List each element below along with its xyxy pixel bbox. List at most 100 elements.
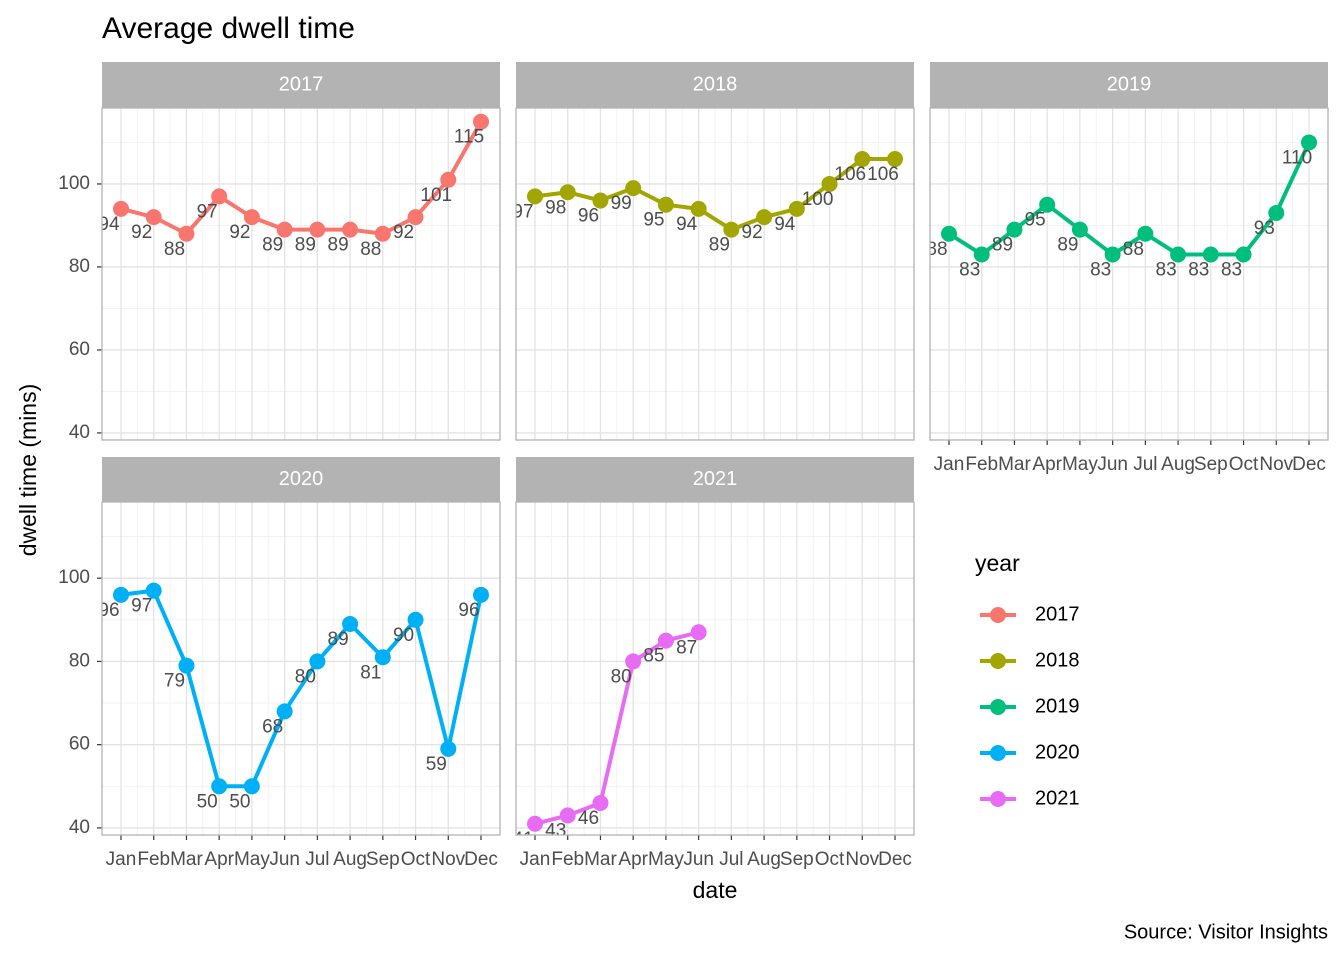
- point: [690, 200, 707, 217]
- legend-key-point: [990, 653, 1006, 669]
- y-tick-label: 40: [69, 817, 90, 838]
- point: [1006, 221, 1023, 238]
- data-label: 94: [774, 214, 796, 235]
- x-tick-label: Sep: [366, 849, 400, 870]
- data-label: 97: [512, 201, 533, 222]
- x-tick-label: Nov: [1259, 454, 1293, 475]
- point: [941, 225, 957, 242]
- data-label: 106: [867, 164, 899, 185]
- point: [821, 175, 838, 192]
- data-label: 94: [98, 214, 120, 235]
- data-label: 98: [545, 197, 566, 218]
- point: [1071, 221, 1088, 238]
- x-tick-label: Aug: [1161, 454, 1195, 475]
- point: [211, 778, 228, 795]
- point: [1202, 246, 1219, 263]
- x-tick-label: Jul: [1133, 454, 1157, 475]
- data-label: 100: [802, 189, 834, 210]
- data-label: 89: [709, 235, 730, 256]
- point: [342, 615, 359, 632]
- chart-title: Average dwell time: [102, 12, 355, 45]
- x-tick-label: Feb: [965, 454, 998, 475]
- point: [559, 807, 576, 824]
- y-tick-label: 40: [69, 422, 90, 443]
- legend-key-point: [990, 607, 1006, 623]
- series-line: [120, 588, 483, 789]
- x-tick-label: Apr: [618, 849, 648, 870]
- data-label: 99: [611, 193, 632, 214]
- x-tick-label: Oct: [815, 849, 845, 870]
- x-tick-label: May: [1062, 454, 1098, 475]
- y-tick-label: 80: [69, 650, 90, 671]
- data-label: 87: [676, 637, 697, 658]
- data-label: 83: [1221, 260, 1242, 281]
- data-label: 97: [197, 201, 218, 222]
- data-label: 96: [98, 600, 119, 621]
- point: [145, 209, 162, 226]
- legend-label: 2019: [1035, 695, 1080, 717]
- data-label: 68: [262, 716, 283, 737]
- data-label: 80: [295, 666, 316, 687]
- data-label: 92: [742, 222, 763, 243]
- point: [309, 221, 326, 238]
- x-tick-label: Dec: [464, 849, 498, 870]
- legend-key-point: [990, 745, 1006, 761]
- legend-title: year: [975, 550, 1020, 576]
- x-tick-label: May: [648, 849, 684, 870]
- x-tick-label: Jun: [683, 849, 714, 870]
- x-tick-label: Jun: [1097, 454, 1128, 475]
- x-axis-label: date: [693, 877, 738, 903]
- x-tick-label: Nov: [845, 849, 879, 870]
- strip-label: 2020: [279, 468, 324, 490]
- point: [243, 209, 260, 226]
- data-label: 88: [926, 239, 947, 260]
- data-label: 79: [164, 671, 185, 692]
- data-label: 89: [295, 235, 316, 256]
- point: [625, 653, 642, 670]
- data-label: 95: [1025, 210, 1046, 231]
- x-tick-label: Apr: [204, 849, 234, 870]
- y-axis-label: dwell time (mins): [15, 384, 41, 557]
- strip: [102, 62, 500, 108]
- panel: 88 83 89 95 89 83 88 83 83 83 93 110: [926, 108, 1328, 440]
- point: [276, 703, 293, 720]
- point: [374, 225, 391, 242]
- point: [887, 151, 903, 168]
- x-tick-label: Jul: [305, 849, 329, 870]
- x-tick-label: Aug: [747, 849, 781, 870]
- point: [407, 611, 424, 628]
- x-tick-label: Mar: [170, 849, 203, 870]
- legend-label: 2018: [1035, 649, 1080, 671]
- x-tick-label: Nov: [431, 849, 465, 870]
- x-tick-label: Feb: [137, 849, 170, 870]
- point: [440, 171, 457, 188]
- data-label: 89: [262, 235, 283, 256]
- data-label: 59: [426, 754, 447, 775]
- data-label: 89: [1057, 235, 1078, 256]
- data-label: 81: [360, 662, 381, 683]
- x-tick-label: Feb: [551, 849, 584, 870]
- data-label: 88: [164, 239, 185, 260]
- data-label: 50: [197, 791, 218, 812]
- point: [243, 778, 260, 795]
- data-label: 92: [393, 222, 414, 243]
- point: [113, 586, 129, 603]
- x-tick-label: Sep: [780, 849, 814, 870]
- point: [559, 184, 576, 201]
- point: [211, 188, 228, 205]
- data-label: 95: [643, 210, 664, 231]
- point: [625, 180, 642, 197]
- data-label: 83: [1156, 260, 1177, 281]
- data-label: 115: [454, 127, 484, 148]
- strip-label: 2017: [279, 73, 324, 95]
- point: [473, 113, 489, 130]
- strip: [930, 62, 1328, 108]
- strip-label: 2018: [693, 73, 738, 95]
- data-label: 43: [545, 820, 566, 841]
- strip-label: 2019: [1107, 73, 1152, 95]
- point: [854, 151, 871, 168]
- legend-label: 2017: [1035, 603, 1080, 625]
- point: [473, 586, 489, 603]
- point: [309, 653, 326, 670]
